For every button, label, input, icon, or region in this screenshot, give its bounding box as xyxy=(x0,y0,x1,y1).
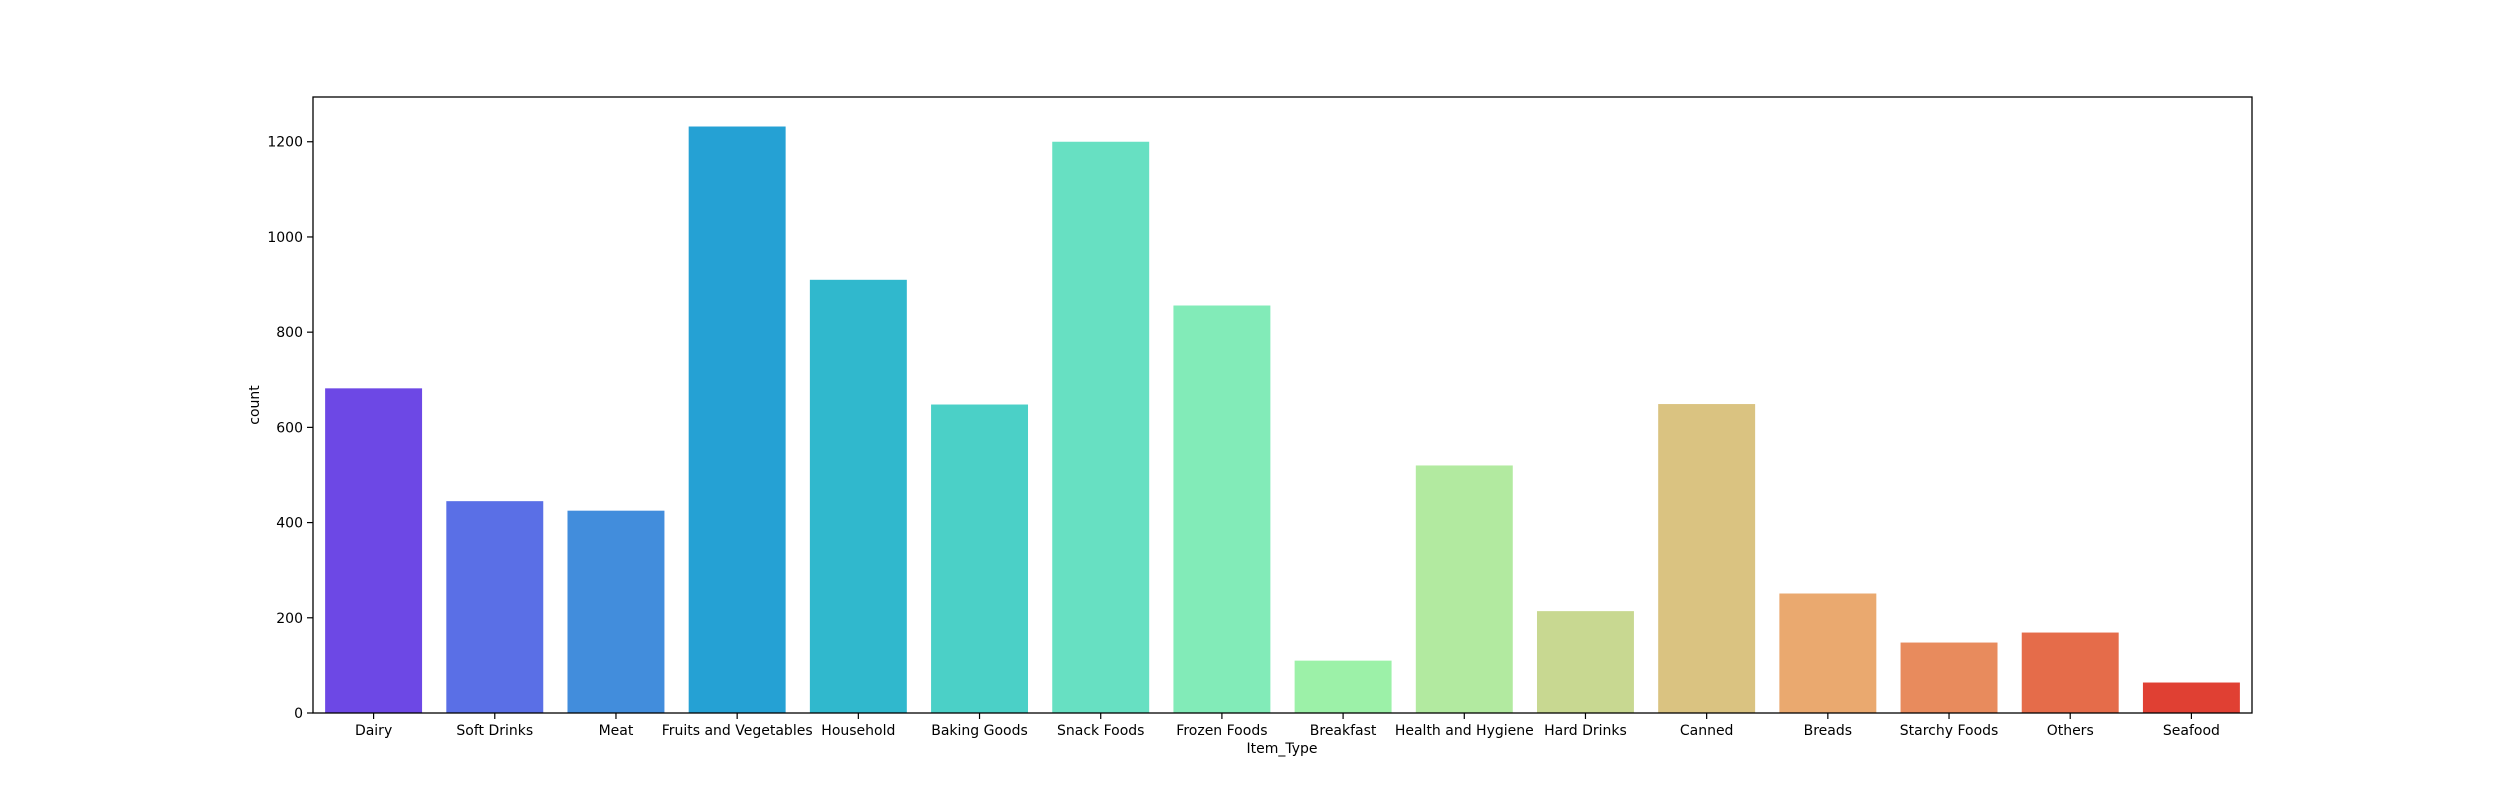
bar-hard-drinks xyxy=(1536,611,1634,713)
x-tick-label: Soft Drinks xyxy=(456,723,533,739)
bar-frozen-foods xyxy=(1173,305,1271,713)
y-tick-label: 200 xyxy=(276,611,303,627)
bar-breads xyxy=(1779,593,1877,713)
bar-dairy xyxy=(325,388,423,713)
bar-seafood xyxy=(2142,682,2240,713)
y-axis: 0 200 400 600 800 1000 1200 xyxy=(267,135,313,722)
x-tick-label: Breads xyxy=(1804,723,1852,739)
bar-household xyxy=(809,279,907,713)
y-tick-label: 400 xyxy=(276,516,303,532)
x-axis-label: Item_Type xyxy=(1246,741,1317,757)
x-axis: Dairy Soft Drinks Meat Fruits and Vegetable… xyxy=(355,713,2220,739)
plot-frame xyxy=(312,96,2253,714)
x-tick-label: Canned xyxy=(1680,723,1734,739)
bar-breakfast xyxy=(1294,660,1392,713)
y-tick-label: 600 xyxy=(276,420,303,436)
x-tick-label: Hard Drinks xyxy=(1544,723,1627,739)
y-tick-label: 800 xyxy=(276,325,303,341)
x-tick-label: Meat xyxy=(599,723,634,739)
x-tick-label: Baking Goods xyxy=(931,723,1028,739)
x-tick-label: Fruits and Vegetables xyxy=(662,723,813,739)
x-tick-label: Household xyxy=(821,723,895,739)
bar-fruits-and-vegetables xyxy=(688,126,786,713)
bar-meat xyxy=(567,510,665,713)
x-tick-label: Frozen Foods xyxy=(1176,723,1267,739)
y-axis-label: count xyxy=(247,385,263,425)
y-tick-label: 1000 xyxy=(267,230,303,246)
x-tick-label: Seafood xyxy=(2163,723,2220,739)
x-tick-label: Starchy Foods xyxy=(1900,723,1999,739)
x-tick-label: Dairy xyxy=(355,723,392,739)
bar-health-and-hygiene xyxy=(1415,465,1513,713)
bars-layer xyxy=(325,126,2240,713)
x-tick-label: Health and Hygiene xyxy=(1395,723,1534,739)
y-tick-label: 0 xyxy=(294,706,303,722)
x-tick-label: Breakfast xyxy=(1310,723,1377,739)
bar-snack-foods xyxy=(1052,141,1150,713)
bar-canned xyxy=(1658,404,1756,713)
bar-others xyxy=(2021,632,2119,713)
y-tick-label: 1200 xyxy=(267,135,303,151)
x-tick-label: Snack Foods xyxy=(1057,723,1144,739)
x-tick-label: Others xyxy=(2047,723,2094,739)
bar-baking-goods xyxy=(931,404,1029,713)
bar-soft-drinks xyxy=(446,501,544,713)
bar-starchy-foods xyxy=(1900,642,1998,713)
